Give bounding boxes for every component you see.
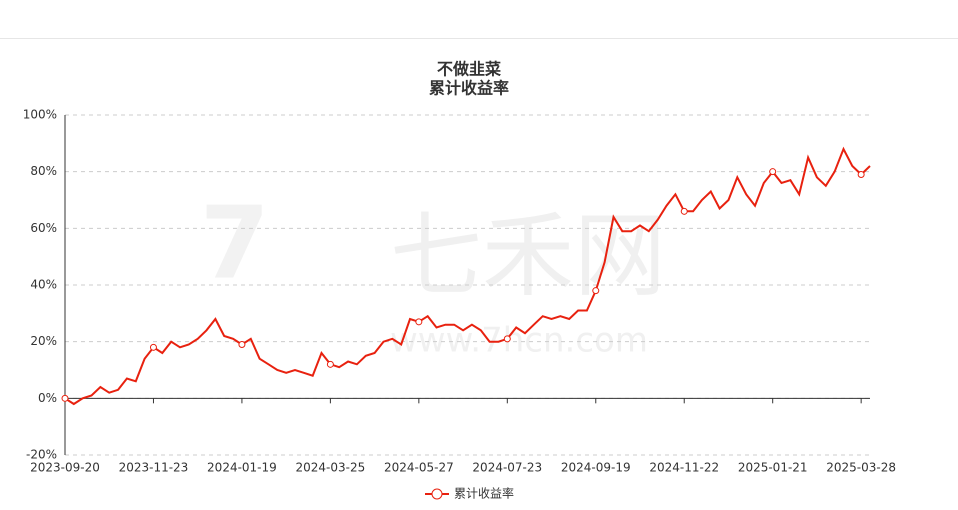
- point: [680, 207, 688, 215]
- watermark-logo: 7: [200, 184, 270, 301]
- x-tick-label: 2025-03-28: [826, 461, 896, 475]
- legend-marker: [431, 488, 443, 500]
- x-tick-label: 2024-01-19: [207, 461, 277, 475]
- x-tick-label: 2025-01-21: [738, 461, 808, 475]
- x-tick-label: 2023-09-20: [30, 461, 100, 475]
- chart-title: 不做韭菜: [437, 60, 501, 79]
- x-tick-label: 2024-09-19: [561, 461, 631, 475]
- point: [857, 171, 865, 178]
- y-tick-label: 20%: [30, 334, 57, 348]
- chart-subtitle: 累计收益率: [429, 79, 509, 98]
- point: [592, 287, 600, 295]
- y-tick-label: 60%: [30, 221, 57, 235]
- y-tick-label: 40%: [30, 278, 57, 292]
- y-tick-label: 0%: [38, 391, 57, 405]
- y-tick-label: -20%: [26, 448, 57, 462]
- point: [769, 168, 777, 176]
- point: [149, 343, 157, 351]
- legend-label: 累计收益率: [454, 486, 514, 501]
- x-tick-label: 2024-11-22: [649, 461, 719, 475]
- x-tick-label: 2024-03-25: [296, 461, 366, 475]
- point: [238, 341, 246, 348]
- watermark: 七禾网: [390, 202, 666, 309]
- x-tick-label: 2023-11-23: [119, 461, 189, 475]
- x-tick-label: 2024-07-23: [472, 461, 542, 475]
- point: [326, 360, 334, 368]
- point: [415, 318, 423, 326]
- x-tick-label: 2024-05-27: [384, 461, 454, 475]
- point: [503, 335, 511, 343]
- line: [64, 146, 871, 406]
- watermark-url: www.7hcn.com: [390, 321, 648, 361]
- point: [61, 394, 69, 402]
- y-tick-label: 100%: [23, 108, 57, 122]
- y-tick-label: 80%: [30, 164, 57, 178]
